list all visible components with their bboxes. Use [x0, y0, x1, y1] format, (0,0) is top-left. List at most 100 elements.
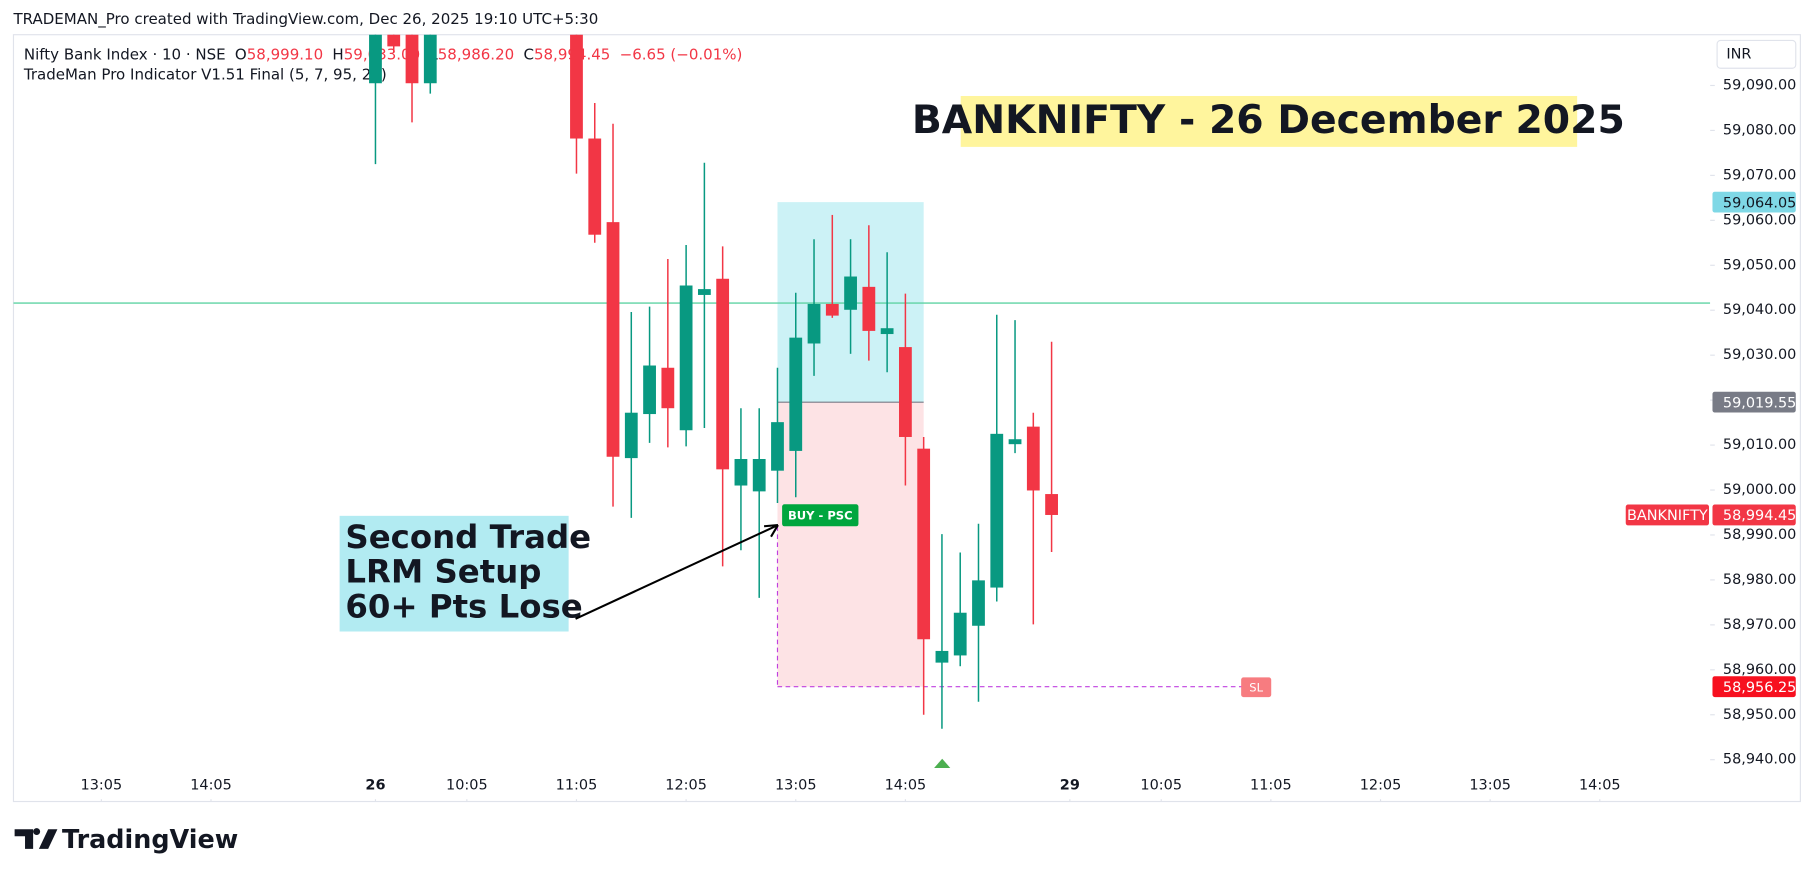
x-tick-label: 26 — [365, 777, 385, 793]
x-tick-label: 12:05 — [665, 777, 707, 793]
y-tick-label: 58,940.00 — [1723, 752, 1796, 768]
x-tick-label: 13:05 — [1469, 777, 1511, 793]
price-label-box — [1712, 676, 1796, 698]
chart-frame — [12, 34, 1801, 803]
currency: INR — [1726, 46, 1751, 62]
candle-body — [697, 289, 711, 295]
price-label: 59,064.05 — [1723, 195, 1796, 211]
x-tick-label: 10:05 — [1140, 777, 1182, 793]
candle-body — [716, 278, 730, 470]
label-layer: BUY - PSC SL — [782, 504, 1272, 698]
symbol-tag: BANKNIFTY — [1627, 508, 1708, 524]
x-tick-label: 11:05 — [1250, 777, 1292, 793]
candle-body — [679, 285, 693, 431]
legend-key: H — [332, 45, 343, 63]
y-tick-label: 59,070.00 — [1723, 167, 1796, 183]
currency-box[interactable] — [1716, 39, 1797, 69]
y-tick-label: 58,970.00 — [1723, 617, 1796, 633]
plot-area — [369, 34, 1058, 729]
price-label-box — [1712, 391, 1796, 413]
signal-marker — [934, 758, 951, 768]
candle-body — [752, 459, 766, 492]
legend: Nifty Bank Index · 10 · NSE O58,999.10 H59… — [24, 45, 743, 63]
annotation-line: 60+ Pts Lose — [345, 587, 582, 625]
y-tick-label: 59,080.00 — [1723, 122, 1796, 138]
candle-body — [899, 347, 912, 437]
candle-body — [953, 612, 967, 656]
candle-body — [588, 138, 602, 235]
x-tick-label: 14:05 — [190, 777, 232, 793]
x-tick-label: 10:05 — [446, 777, 488, 793]
candle-body — [661, 367, 675, 409]
legend-value: 59,033.00 — [344, 45, 420, 63]
candle-body — [643, 365, 656, 415]
candle-body — [369, 34, 382, 84]
legend-symbol: Nifty Bank Index · 10 · NSE — [24, 45, 226, 63]
candle-body — [734, 459, 748, 486]
x-tick-label: 13:05 — [81, 777, 123, 793]
candle-body — [1045, 494, 1058, 515]
legend-change: −6.65 (−0.01%) — [620, 45, 743, 63]
y-tick-label: 58,960.00 — [1723, 662, 1796, 678]
x-tick-label: 29 — [1060, 777, 1080, 793]
candle-body — [606, 222, 620, 457]
annotation-arrow — [575, 524, 779, 620]
overlay-layer — [13, 202, 1711, 688]
price-label-box — [1712, 191, 1796, 213]
legend-value: 58,999.10 — [247, 45, 323, 63]
buy-label-box — [782, 504, 859, 527]
candle-body — [387, 34, 401, 47]
y-tick-label: 59,030.00 — [1723, 347, 1796, 363]
sl-label-box — [1241, 677, 1272, 698]
y-tick-label: 59,000.00 — [1723, 482, 1796, 498]
y-tick-label: 59,050.00 — [1723, 257, 1796, 273]
y-tick-label: 58,950.00 — [1723, 707, 1796, 723]
candle-body — [862, 286, 876, 331]
candle-body — [844, 276, 857, 310]
footer-logo: TradingView — [62, 824, 238, 854]
y-tick-label: 58,980.00 — [1723, 572, 1796, 588]
x-tick-label: 11:05 — [556, 777, 598, 793]
candle-body — [935, 650, 949, 663]
sl-label: SL — [1249, 680, 1263, 694]
y-tick-label: 59,090.00 — [1723, 77, 1796, 93]
symbol-tag-box — [1625, 504, 1710, 526]
candle-body — [789, 337, 803, 451]
candle-body — [825, 303, 839, 316]
y-tick-label: 58,990.00 — [1723, 527, 1796, 543]
candle-body — [624, 412, 638, 459]
candle-body — [807, 303, 821, 344]
candle-body — [972, 580, 985, 626]
legend-value: 58,986.20 — [438, 45, 514, 63]
chart-title: BANKNIFTY - 26 December 2025 — [912, 98, 1625, 143]
candle-body — [1026, 426, 1040, 491]
candle-body — [990, 433, 1004, 588]
price-label-box — [1712, 504, 1796, 526]
y-tick-label: 59,040.00 — [1723, 302, 1796, 318]
y-tick-label: 59,010.00 — [1723, 437, 1796, 453]
legend-key: C — [523, 45, 534, 63]
indicator-label: TradeMan Pro Indicator V1.51 Final (5, 7… — [23, 66, 387, 84]
logo-icon — [14, 828, 58, 849]
arrow-head — [763, 524, 779, 538]
annotation-line: Second Trade — [345, 518, 591, 556]
annotation-line: LRM Setup — [345, 553, 541, 591]
x-tick-label: 13:05 — [775, 777, 817, 793]
x-tick-label: 12:05 — [1360, 777, 1402, 793]
candle-body — [423, 34, 437, 84]
title-box — [960, 95, 1578, 147]
y-tick-label: 59,060.00 — [1723, 212, 1796, 228]
buy-label: BUY - PSC — [788, 508, 853, 522]
price-label: 58,956.25 — [1723, 680, 1796, 696]
candle-body — [880, 328, 894, 335]
x-tick-label: 14:05 — [885, 777, 927, 793]
header: TRADEMAN_Pro created with TradingView.co… — [12, 10, 598, 29]
candle-body — [771, 422, 784, 471]
legend-key: O — [235, 45, 247, 63]
price-label: 59,019.55 — [1723, 395, 1796, 411]
annotation-box — [339, 515, 569, 632]
candle-body — [1008, 439, 1022, 445]
candle-body — [917, 448, 931, 640]
candle-body — [405, 34, 419, 84]
